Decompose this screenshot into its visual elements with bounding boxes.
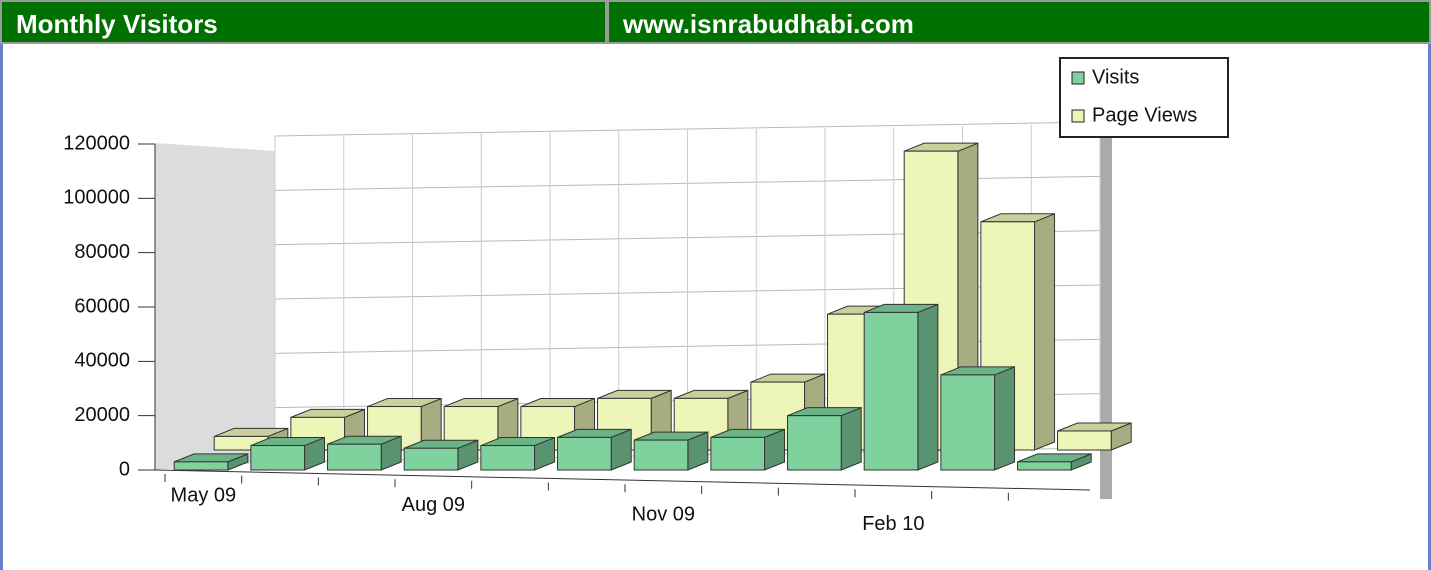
side-wall <box>155 143 275 470</box>
legend-label: Visits <box>1092 66 1139 88</box>
y-tick-label: 40000 <box>74 350 130 372</box>
bar <box>327 443 382 471</box>
bar-side <box>994 366 1016 471</box>
bar <box>173 461 229 471</box>
legend-swatch <box>1071 71 1085 85</box>
bar <box>557 436 612 471</box>
right-wall <box>1100 134 1112 499</box>
grid-line <box>274 121 1101 137</box>
legend-swatch <box>1071 109 1085 123</box>
x-tick-label: Aug 09 <box>402 494 465 516</box>
bar <box>1017 461 1072 471</box>
bar <box>633 439 689 471</box>
legend-label: Page Views <box>1092 104 1197 126</box>
x-tick-label: Feb 10 <box>862 513 924 535</box>
x-tick-label: May 09 <box>171 484 237 506</box>
x-axis <box>154 469 1091 491</box>
bar <box>863 311 919 471</box>
bar-side <box>840 406 862 471</box>
bar <box>940 374 996 471</box>
bar <box>1057 430 1112 451</box>
legend-box <box>1059 57 1229 138</box>
header-title: Monthly Visitors <box>0 0 607 44</box>
bar <box>403 447 459 471</box>
bar <box>710 436 766 471</box>
x-tick-label: Nov 09 <box>632 503 695 525</box>
bar-side <box>917 303 939 471</box>
y-tick-label: 100000 <box>63 187 130 209</box>
frame <box>0 44 1431 570</box>
y-tick-label: 20000 <box>74 404 130 426</box>
bar-side <box>1034 213 1056 451</box>
header-site: www.isnrabudhabi.com <box>607 0 1431 44</box>
y-tick-label: 60000 <box>74 295 130 317</box>
bar <box>480 445 536 471</box>
chart: 0 20000 40000 60000 80000 100000 120000 May 09 A… <box>63 57 1229 535</box>
y-tick-label: 0 <box>119 458 130 480</box>
y-tick-label: 120000 <box>63 132 130 154</box>
bar <box>250 445 306 471</box>
y-tick-label: 80000 <box>74 241 130 263</box>
bar <box>787 415 842 471</box>
